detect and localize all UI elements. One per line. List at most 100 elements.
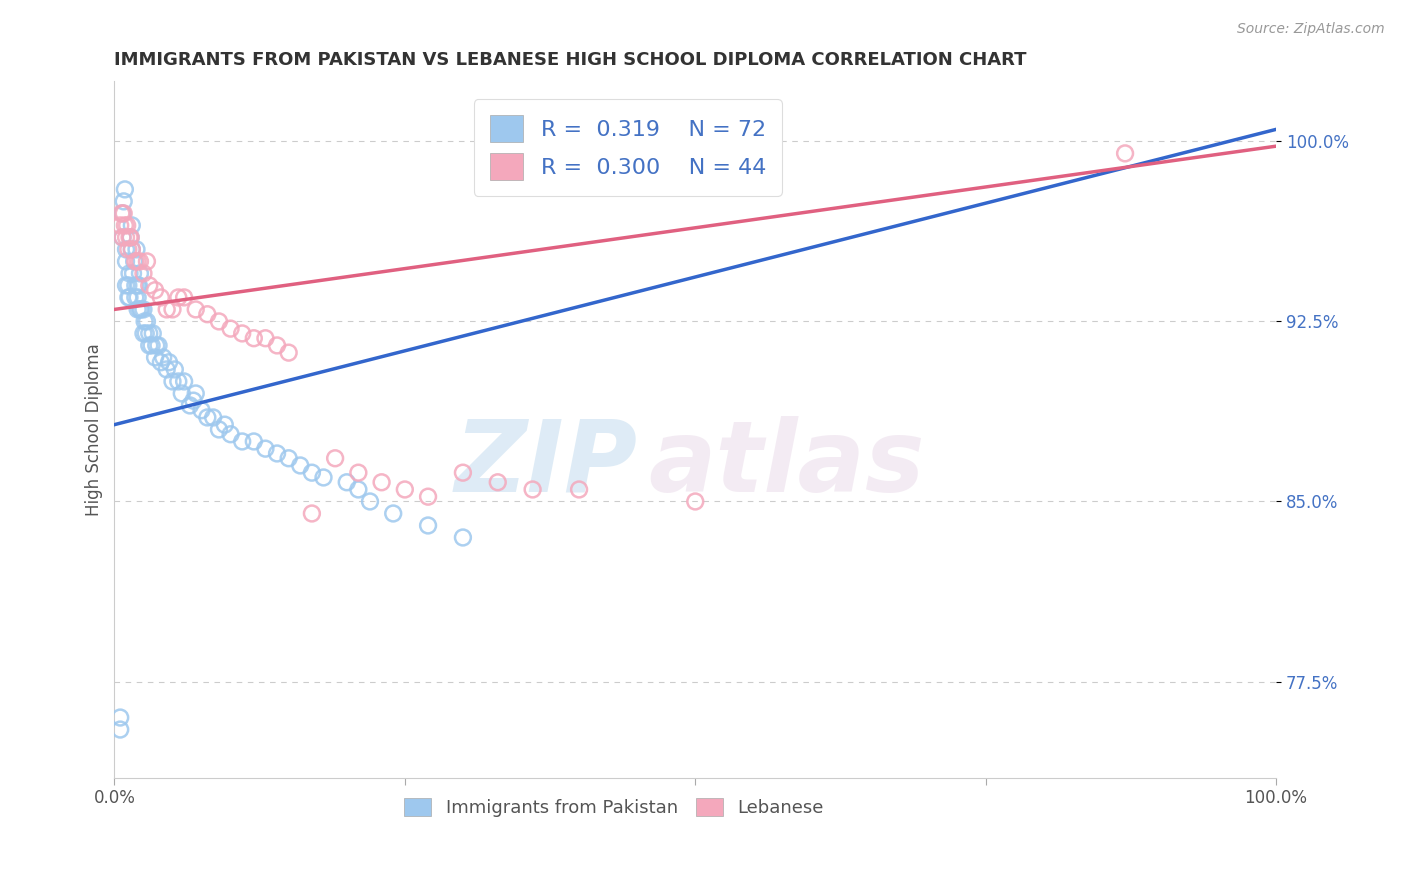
Text: ZIP: ZIP: [454, 416, 637, 513]
Point: [156, 362, 179, 376]
Point: [127, 278, 149, 293]
Point: [120, 230, 142, 244]
Point: [323, 451, 346, 466]
Point: [254, 331, 277, 345]
Point: [110, 219, 132, 233]
Point: [143, 283, 166, 297]
Point: [451, 466, 474, 480]
Point: [124, 278, 146, 293]
Point: [290, 458, 312, 473]
Point: [156, 302, 179, 317]
Legend: Immigrants from Pakistan, Lebanese: Immigrants from Pakistan, Lebanese: [396, 790, 831, 824]
Point: [124, 290, 146, 304]
Point: [243, 331, 266, 345]
Point: [110, 723, 132, 737]
Point: [394, 483, 416, 497]
Point: [114, 219, 136, 233]
Point: [266, 446, 288, 460]
Point: [179, 399, 201, 413]
Point: [112, 194, 135, 209]
Point: [266, 338, 288, 352]
Point: [416, 518, 439, 533]
Point: [129, 302, 152, 317]
Point: [132, 267, 155, 281]
Point: [122, 254, 145, 268]
Point: [111, 206, 134, 220]
Point: [121, 243, 143, 257]
Point: [219, 321, 242, 335]
Point: [157, 355, 180, 369]
Point: [127, 290, 149, 304]
Point: [141, 338, 163, 352]
Point: [135, 326, 157, 341]
Point: [125, 243, 148, 257]
Point: [149, 290, 172, 304]
Point: [416, 490, 439, 504]
Point: [110, 710, 132, 724]
Point: [117, 278, 139, 293]
Point: [136, 314, 159, 328]
Point: [148, 338, 170, 352]
Point: [127, 254, 149, 268]
Point: [336, 475, 359, 490]
Point: [254, 442, 277, 456]
Point: [138, 278, 160, 293]
Point: [121, 243, 143, 257]
Point: [115, 230, 138, 244]
Point: [231, 326, 253, 341]
Point: [115, 254, 138, 268]
Point: [112, 206, 135, 220]
Point: [129, 267, 152, 281]
Point: [184, 386, 207, 401]
Point: [111, 230, 134, 244]
Point: [231, 434, 253, 449]
Point: [122, 267, 145, 281]
Point: [301, 466, 323, 480]
Point: [167, 290, 190, 304]
Point: [370, 475, 392, 490]
Point: [208, 422, 231, 436]
Y-axis label: High School Diploma: High School Diploma: [86, 343, 103, 516]
Point: [184, 302, 207, 317]
Point: [382, 507, 405, 521]
Point: [195, 410, 218, 425]
Point: [129, 254, 152, 268]
Point: [277, 451, 299, 466]
Point: [132, 326, 155, 341]
Point: [149, 355, 172, 369]
Point: [118, 290, 141, 304]
Point: [219, 427, 242, 442]
Text: Source: ZipAtlas.com: Source: ZipAtlas.com: [1237, 22, 1385, 37]
Point: [167, 375, 190, 389]
Point: [208, 314, 231, 328]
Point: [214, 417, 236, 432]
Point: [136, 254, 159, 268]
Point: [312, 470, 335, 484]
Point: [170, 386, 193, 401]
Point: [152, 351, 174, 365]
Point: [451, 531, 474, 545]
Point: [124, 254, 146, 268]
Point: [138, 326, 160, 341]
Point: [118, 230, 141, 244]
Point: [183, 393, 205, 408]
Point: [143, 351, 166, 365]
Point: [114, 182, 136, 196]
Point: [486, 475, 509, 490]
Point: [243, 434, 266, 449]
Point: [173, 290, 195, 304]
Point: [347, 466, 370, 480]
Point: [120, 230, 142, 244]
Point: [115, 243, 138, 257]
Point: [117, 290, 139, 304]
Point: [145, 338, 167, 352]
Point: [683, 494, 706, 508]
Point: [190, 403, 212, 417]
Point: [163, 362, 186, 376]
Point: [173, 375, 195, 389]
Point: [128, 278, 150, 293]
Point: [522, 483, 544, 497]
Point: [111, 230, 134, 244]
Point: [277, 345, 299, 359]
Point: [115, 219, 138, 233]
